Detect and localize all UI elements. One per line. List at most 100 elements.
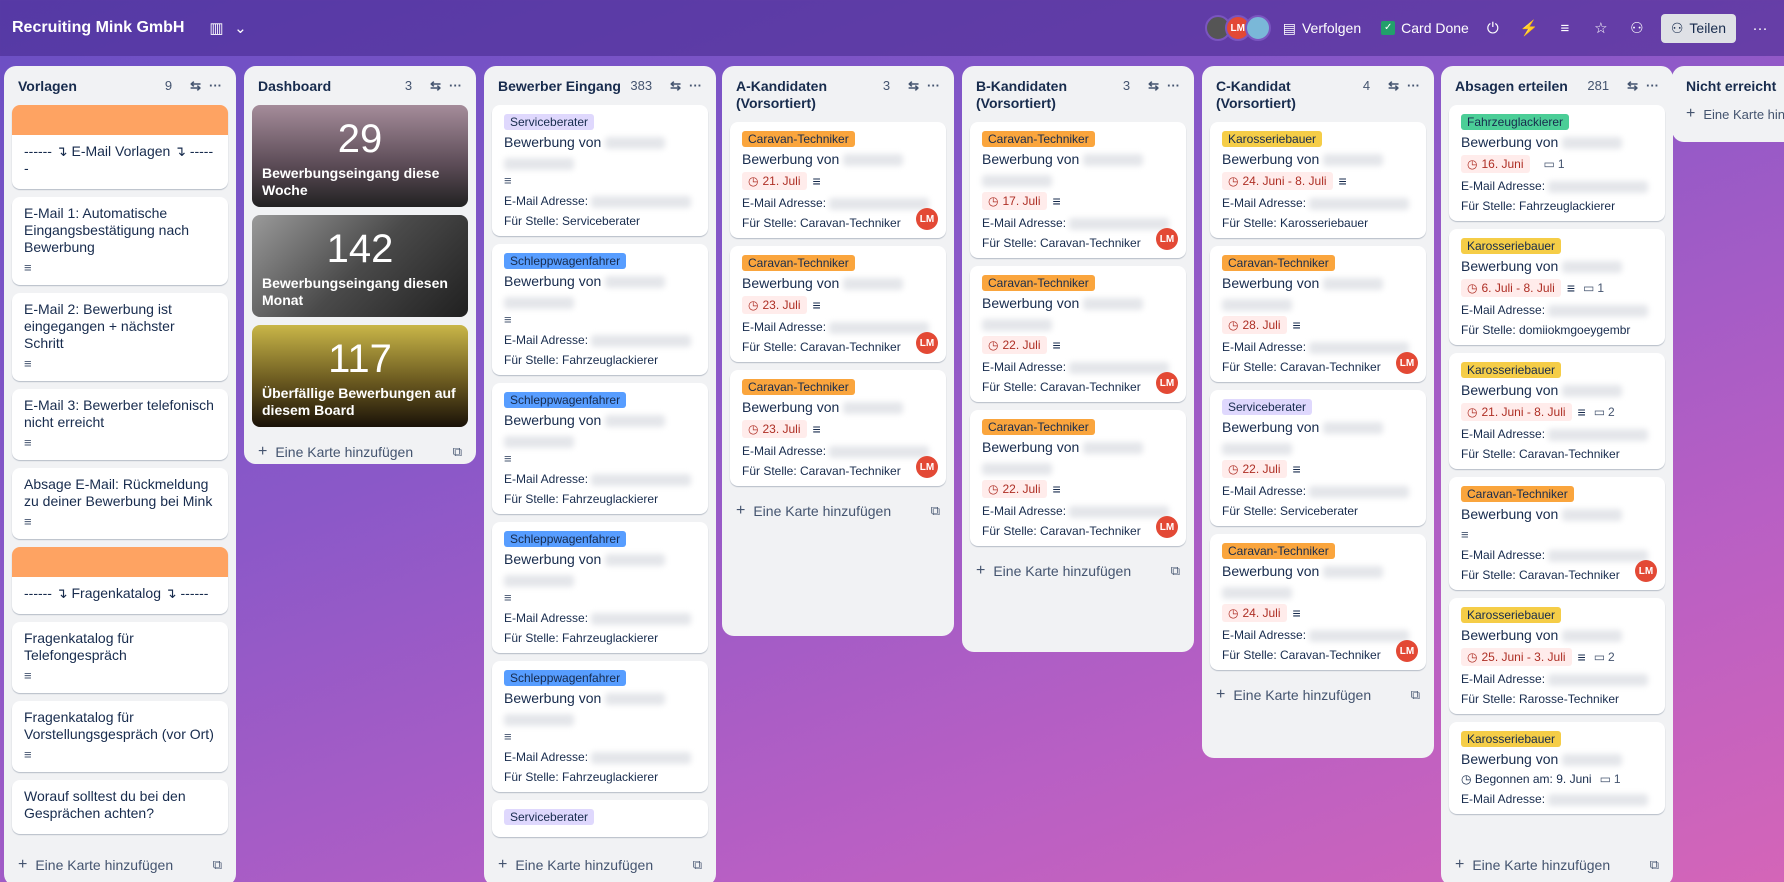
collapse-icon[interactable]: ⇆	[430, 78, 441, 93]
list-item[interactable]: Schleppwagenfahrer Bewerbung von ≡ E-Mai…	[492, 383, 708, 514]
list-item[interactable]: Caravan-Techniker Bewerbung von ◷ 21. Jul…	[730, 122, 946, 238]
due-date-badge[interactable]: ◷ 25. Juni - 3. Juli	[1461, 648, 1572, 666]
board-title[interactable]: Recruiting Mink GmbH	[12, 19, 185, 36]
label[interactable]: Fahrzeuglackierer	[1461, 114, 1570, 130]
due-date-badge[interactable]: ◷ 17. Juli	[982, 192, 1047, 210]
list-item[interactable]: Karosseriebauer Bewerbung von ◷ 6. Juli -…	[1449, 229, 1665, 345]
template-icon[interactable]: ⧉	[1410, 687, 1420, 702]
list-item[interactable]: Caravan-Techniker Bewerbung von ◷ 28. Jul…	[1210, 246, 1426, 382]
label[interactable]: Caravan-Techniker	[1222, 255, 1335, 271]
dashboard-card-week[interactable]: 29 Bewerbungseingang diese Woche	[252, 105, 468, 207]
label[interactable]: Karosseriebauer	[1461, 731, 1562, 747]
due-date-badge[interactable]: ◷ 28. Juli	[1222, 316, 1287, 334]
collapse-icon[interactable]: ⇆	[908, 78, 919, 93]
template-icon[interactable]: ⧉	[452, 444, 462, 459]
due-date-badge[interactable]: ◷ 24. Juli	[1222, 604, 1287, 622]
add-card-button[interactable]: + Eine Karte hinzufügen ⧉	[492, 848, 708, 882]
list-item[interactable]: Serviceberater Bewerbung von ◷ 22. Juli ≡ …	[1210, 390, 1426, 526]
collapse-icon[interactable]: ⇆	[670, 78, 681, 93]
list-item[interactable]: Fragenkatalog für Vorstellungsgespräch (…	[12, 701, 228, 772]
due-date-badge[interactable]: ◷ 24. Juni - 8. Juli	[1222, 172, 1333, 190]
list-item[interactable]: Schleppwagenfahrer Bewerbung von ≡ E-Mai…	[492, 661, 708, 792]
list-item[interactable]: Karosseriebauer Bewerbung von ◷ 21. Juni …	[1449, 353, 1665, 469]
due-date-badge[interactable]: ◷ 21. Juni - 8. Juli	[1461, 403, 1572, 421]
filter-icon[interactable]: ≡	[1560, 19, 1570, 37]
list-item[interactable]: Caravan-Techniker Bewerbung von ◷ 22. Jul…	[970, 410, 1186, 546]
label[interactable]: Caravan-Techniker	[1461, 486, 1574, 502]
template-icon[interactable]: ⧉	[1170, 563, 1180, 578]
avatar[interactable]: LM	[1396, 352, 1418, 374]
add-card-button[interactable]: + Eine Karte hinzufügen ⧉	[12, 848, 228, 882]
due-date-badge[interactable]: ◷ 22. Juli	[982, 336, 1047, 354]
list-title[interactable]: B-Kandidaten (Vorsortiert)	[976, 78, 1067, 111]
add-card-button[interactable]: + Eine Karte hin	[1680, 105, 1784, 135]
power-up-icon[interactable]: ⏻	[1486, 19, 1499, 37]
label[interactable]: Caravan-Techniker	[742, 255, 855, 271]
template-icon[interactable]: ⧉	[1649, 857, 1659, 872]
label[interactable]: Caravan-Techniker	[1222, 543, 1335, 559]
add-card-button[interactable]: + Eine Karte hinzufügen ⧉	[1449, 848, 1665, 882]
list-item[interactable]: Serviceberater Bewerbung von ≡ E-Mail Ad…	[492, 105, 708, 236]
list-item[interactable]: E-Mail 2: Bewerbung ist eingegangen + nä…	[12, 293, 228, 381]
dashboard-card-month[interactable]: 142 Bewerbungseingang diesen Monat	[252, 215, 468, 317]
template-icon[interactable]: ⧉	[930, 503, 940, 518]
more-icon[interactable]: ···	[1167, 78, 1180, 93]
due-date-badge[interactable]: ◷ 6. Juli - 8. Juli	[1461, 279, 1561, 297]
label[interactable]: Caravan-Techniker	[982, 275, 1095, 291]
list-item[interactable]: Absage E-Mail: Rückmeldung zu deiner Bew…	[12, 468, 228, 539]
avatar[interactable]: LM	[1396, 640, 1418, 662]
due-date-badge[interactable]: ◷ 16. Juni	[1461, 155, 1530, 173]
list-item[interactable]: Caravan-Techniker Bewerbung von ≡ E-Mail…	[1449, 477, 1665, 590]
due-date-badge[interactable]: ◷ 22. Juli	[982, 480, 1047, 498]
more-icon[interactable]: ···	[1752, 19, 1768, 37]
more-icon[interactable]: ···	[449, 78, 462, 93]
due-date-badge[interactable]: ◷ 21. Juli	[742, 172, 807, 190]
more-icon[interactable]: ···	[1646, 78, 1659, 93]
due-date-badge[interactable]: ◷ 23. Juli	[742, 296, 807, 314]
avatar[interactable]: LM	[916, 332, 938, 354]
avatar[interactable]: LM	[1635, 560, 1657, 582]
list-item[interactable]: Karosseriebauer Bewerbung von ◷ 24. Juni …	[1210, 122, 1426, 238]
list-item[interactable]: Fahrzeuglackierer Bewerbung von ◷ 16. Jun…	[1449, 105, 1665, 221]
add-card-button[interactable]: + Eine Karte hinzufügen ⧉	[970, 554, 1186, 592]
list-item[interactable]: Caravan-Techniker Bewerbung von ◷ 23. Jul…	[730, 246, 946, 362]
label[interactable]: Caravan-Techniker	[742, 131, 855, 147]
follow-button[interactable]: ▤ Verfolgen	[1283, 20, 1361, 37]
label[interactable]: Schleppwagenfahrer	[504, 392, 627, 408]
more-icon[interactable]: ···	[1407, 78, 1420, 93]
list-item[interactable]: Fragenkatalog für Telefongespräch ≡	[12, 622, 228, 693]
more-icon[interactable]: ···	[689, 78, 702, 93]
template-icon[interactable]: ⧉	[692, 857, 702, 872]
list-title[interactable]: Nicht erreicht	[1686, 78, 1777, 94]
more-icon[interactable]: ···	[209, 78, 222, 93]
board-view-icon[interactable]: ▥	[209, 20, 224, 37]
card-done-button[interactable]: ✓ Card Done	[1381, 20, 1469, 36]
template-icon[interactable]: ⧉	[212, 857, 222, 872]
avatar[interactable]: LM	[916, 456, 938, 478]
list-title[interactable]: C-Kandidat (Vorsortiert)	[1216, 78, 1296, 111]
label[interactable]: Schleppwagenfahrer	[504, 670, 627, 686]
avatar-lm[interactable]: LM	[1224, 15, 1251, 41]
list-item[interactable]: Caravan-Techniker Bewerbung von ◷ 24. Jul…	[1210, 534, 1426, 670]
label[interactable]: Caravan-Techniker	[982, 131, 1095, 147]
avatar[interactable]: LM	[916, 208, 938, 230]
label[interactable]: Karosseriebauer	[1461, 362, 1562, 378]
add-card-button[interactable]: + Eine Karte hinzufügen ⧉	[730, 494, 946, 532]
add-card-button[interactable]: + Eine Karte hinzufügen ⧉	[1210, 678, 1426, 716]
share-button[interactable]: ⚇ Teilen	[1660, 13, 1736, 43]
list-item[interactable]: Serviceberater	[492, 800, 708, 837]
list-item[interactable]: ------ ↴ E-Mail Vorlagen ↴ ------	[12, 105, 228, 189]
label[interactable]: Serviceberater	[504, 809, 595, 825]
label[interactable]: Serviceberater	[1222, 399, 1313, 415]
label[interactable]: Karosseriebauer	[1222, 131, 1323, 147]
list-item[interactable]: E-Mail 1: Automatische Eingangsbestätigu…	[12, 197, 228, 285]
collapse-icon[interactable]: ⇆	[1148, 78, 1159, 93]
label[interactable]: Karosseriebauer	[1461, 238, 1562, 254]
list-item[interactable]: Caravan-Techniker Bewerbung von ◷ 17. Jul…	[970, 122, 1186, 258]
avatar[interactable]: LM	[1156, 372, 1178, 394]
collapse-icon[interactable]: ⇆	[1627, 78, 1638, 93]
avatar[interactable]: LM	[1156, 228, 1178, 250]
label[interactable]: Schleppwagenfahrer	[504, 253, 627, 269]
avatar[interactable]: LM	[1156, 516, 1178, 538]
members-icon[interactable]: ⚇	[1630, 20, 1644, 37]
